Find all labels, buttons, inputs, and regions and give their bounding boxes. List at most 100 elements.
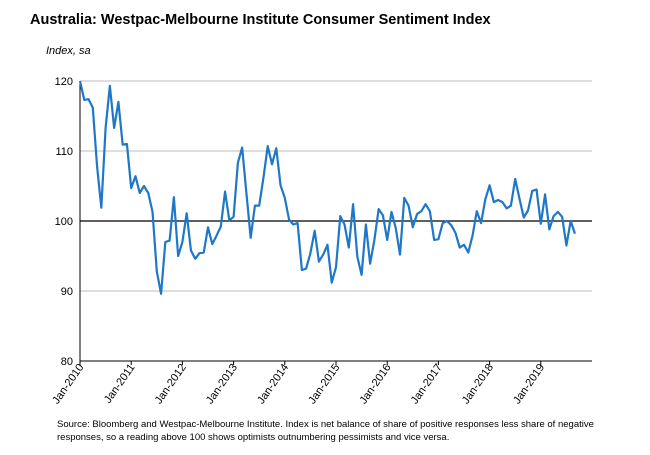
data-point (189, 249, 192, 252)
data-point (241, 146, 244, 149)
data-point (155, 270, 158, 273)
data-point (531, 189, 534, 192)
data-point (104, 126, 107, 129)
data-point (142, 184, 145, 187)
data-point (134, 175, 137, 178)
data-point (526, 209, 529, 212)
data-point (343, 223, 346, 226)
data-point (121, 143, 124, 146)
data-point (497, 198, 500, 201)
data-point (266, 145, 269, 148)
data-point (125, 142, 128, 145)
data-point (433, 238, 436, 241)
data-point (458, 246, 461, 249)
y-tick-label: 120 (55, 76, 73, 88)
data-point (548, 228, 551, 231)
y-tick-label: 90 (61, 286, 73, 298)
data-point (373, 238, 376, 241)
x-tick-label: Jan-2016 (358, 362, 394, 406)
data-point (347, 246, 350, 249)
data-point (185, 212, 188, 215)
data-point (415, 212, 418, 215)
data-point (330, 281, 333, 284)
data-point (138, 191, 141, 194)
data-point (279, 184, 282, 187)
data-point (322, 253, 325, 256)
data-point (83, 98, 86, 101)
data-point (215, 234, 218, 237)
data-point (561, 215, 564, 218)
data-point (87, 98, 90, 101)
data-point (543, 193, 546, 196)
data-point (514, 177, 517, 180)
data-point (390, 210, 393, 213)
data-point (253, 204, 256, 207)
data-point (164, 240, 167, 243)
x-tick-label: Jan-2012 (153, 362, 189, 406)
data-point (394, 226, 397, 229)
data-point (454, 231, 457, 234)
data-point (202, 251, 205, 254)
x-axis: Jan-2010 Jan-2011 Jan-2012 Jan-2013 Jan-2014… (50, 360, 592, 406)
data-point (270, 163, 273, 166)
x-tick-label: Jan-2013 (204, 362, 240, 406)
data-point (147, 191, 150, 194)
data-point (172, 196, 175, 199)
data-point (518, 197, 521, 200)
data-point (334, 266, 337, 269)
data-point (573, 232, 576, 235)
data-point (296, 222, 299, 225)
data-point (168, 239, 171, 242)
data-point (117, 100, 120, 103)
data-point (484, 198, 487, 201)
chart-subtitle: Index, sa (46, 45, 91, 57)
data-point (407, 204, 410, 207)
data-point (437, 238, 440, 241)
data-point (475, 210, 478, 213)
data-point (424, 203, 427, 206)
data-point (441, 222, 444, 225)
data-point (211, 243, 214, 246)
data-point (95, 165, 98, 168)
data-point (364, 223, 367, 226)
data-point (535, 188, 538, 191)
data-point (181, 240, 184, 243)
data-point (245, 191, 248, 194)
data-point (177, 254, 180, 257)
data-point (360, 273, 363, 276)
data-point (113, 126, 116, 129)
data-point (317, 260, 320, 263)
x-tick-label: Jan-2010 (50, 362, 86, 406)
data-point (386, 238, 389, 241)
data-point (377, 208, 380, 211)
data-point (194, 257, 197, 260)
data-point (219, 225, 222, 228)
chart-title: Australia: Westpac-Melbourne Institute C… (30, 12, 491, 28)
data-point (300, 268, 303, 271)
data-point (411, 226, 414, 229)
data-point (565, 244, 568, 247)
data-point (381, 214, 384, 217)
data-point (488, 184, 491, 187)
data-point (356, 255, 359, 258)
data-point (309, 252, 312, 255)
data-point (471, 234, 474, 237)
data-point (492, 201, 495, 204)
data-point (403, 196, 406, 199)
data-point (287, 218, 290, 221)
data-point (420, 210, 423, 213)
data-point (292, 223, 295, 226)
data-point (228, 219, 231, 222)
data-point (339, 215, 342, 218)
data-point (369, 262, 372, 265)
data-point (206, 226, 209, 229)
y-tick-label: 80 (61, 356, 73, 368)
data-point (151, 210, 154, 213)
data-point (445, 219, 448, 222)
data-point (313, 229, 316, 232)
data-point (283, 196, 286, 199)
y-tick-label: 110 (55, 146, 73, 158)
data-point (100, 206, 103, 209)
data-point (556, 210, 559, 213)
data-point (509, 204, 512, 207)
